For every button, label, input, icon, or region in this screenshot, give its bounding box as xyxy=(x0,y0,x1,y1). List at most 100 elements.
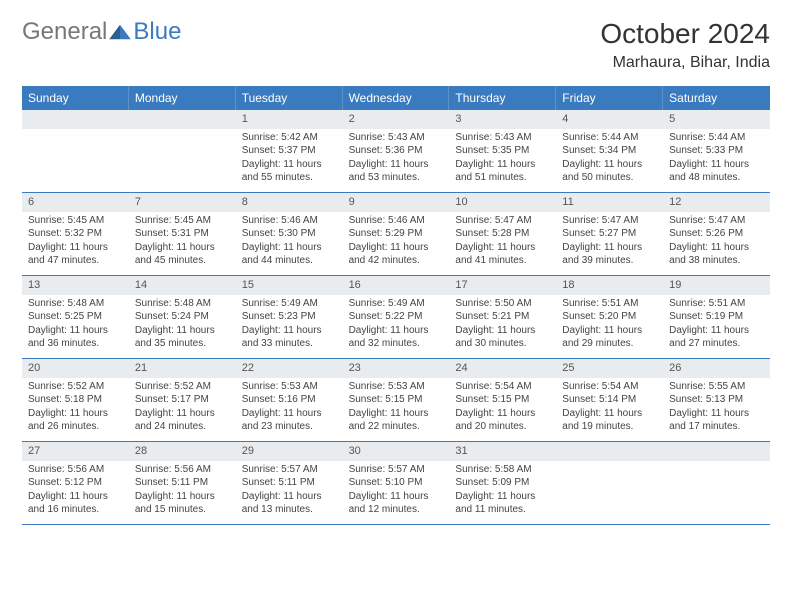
day-line: and 13 minutes. xyxy=(242,503,337,517)
day-body: Sunrise: 5:45 AMSunset: 5:31 PMDaylight:… xyxy=(129,212,236,272)
day-number: 10 xyxy=(449,193,556,212)
day-number: 16 xyxy=(343,276,450,295)
day-number: 28 xyxy=(129,442,236,461)
day-body: Sunrise: 5:57 AMSunset: 5:11 PMDaylight:… xyxy=(236,461,343,521)
day-line: Sunrise: 5:45 AM xyxy=(135,214,230,228)
day-body: Sunrise: 5:53 AMSunset: 5:15 PMDaylight:… xyxy=(343,378,450,438)
day-line: Sunrise: 5:52 AM xyxy=(135,380,230,394)
day-line: Sunrise: 5:42 AM xyxy=(242,131,337,145)
day-line: Sunrise: 5:47 AM xyxy=(669,214,764,228)
day-body: Sunrise: 5:46 AMSunset: 5:29 PMDaylight:… xyxy=(343,212,450,272)
day-number: 19 xyxy=(663,276,770,295)
calendar-day: 12Sunrise: 5:47 AMSunset: 5:26 PMDayligh… xyxy=(663,193,770,275)
logo-text-general: General xyxy=(22,18,107,46)
day-line: and 44 minutes. xyxy=(242,254,337,268)
day-line: Sunset: 5:19 PM xyxy=(669,310,764,324)
day-line: Daylight: 11 hours xyxy=(455,324,550,338)
calendar-day: 17Sunrise: 5:50 AMSunset: 5:21 PMDayligh… xyxy=(449,276,556,358)
day-line: Sunset: 5:14 PM xyxy=(562,393,657,407)
day-line: Sunrise: 5:57 AM xyxy=(242,463,337,477)
day-line: Daylight: 11 hours xyxy=(562,324,657,338)
day-line: Sunset: 5:09 PM xyxy=(455,476,550,490)
day-line: Sunset: 5:13 PM xyxy=(669,393,764,407)
calendar-body: 1Sunrise: 5:42 AMSunset: 5:37 PMDaylight… xyxy=(22,110,770,525)
day-line: Daylight: 11 hours xyxy=(562,241,657,255)
calendar-day: 26Sunrise: 5:55 AMSunset: 5:13 PMDayligh… xyxy=(663,359,770,441)
day-line: Sunset: 5:31 PM xyxy=(135,227,230,241)
calendar-week: 6Sunrise: 5:45 AMSunset: 5:32 PMDaylight… xyxy=(22,193,770,276)
weekday-header: Wednesday xyxy=(343,86,450,110)
day-line: Sunset: 5:29 PM xyxy=(349,227,444,241)
day-line: Sunrise: 5:52 AM xyxy=(28,380,123,394)
calendar-day: 20Sunrise: 5:52 AMSunset: 5:18 PMDayligh… xyxy=(22,359,129,441)
calendar-week: 13Sunrise: 5:48 AMSunset: 5:25 PMDayligh… xyxy=(22,276,770,359)
day-body: Sunrise: 5:47 AMSunset: 5:27 PMDaylight:… xyxy=(556,212,663,272)
day-line: Daylight: 11 hours xyxy=(135,490,230,504)
day-line: Sunrise: 5:46 AM xyxy=(349,214,444,228)
day-line: Daylight: 11 hours xyxy=(242,490,337,504)
day-number: 29 xyxy=(236,442,343,461)
day-number: 22 xyxy=(236,359,343,378)
day-line: and 48 minutes. xyxy=(669,171,764,185)
weekday-header: Friday xyxy=(556,86,663,110)
day-number: 20 xyxy=(22,359,129,378)
day-line: and 17 minutes. xyxy=(669,420,764,434)
weekday-header: Tuesday xyxy=(236,86,343,110)
calendar-day xyxy=(556,442,663,524)
day-number: 9 xyxy=(343,193,450,212)
day-body: Sunrise: 5:57 AMSunset: 5:10 PMDaylight:… xyxy=(343,461,450,521)
day-line: Sunset: 5:32 PM xyxy=(28,227,123,241)
day-line: Sunset: 5:30 PM xyxy=(242,227,337,241)
day-number: 8 xyxy=(236,193,343,212)
calendar-day: 4Sunrise: 5:44 AMSunset: 5:34 PMDaylight… xyxy=(556,110,663,192)
day-line: Sunrise: 5:56 AM xyxy=(28,463,123,477)
day-line: Sunset: 5:11 PM xyxy=(242,476,337,490)
calendar-day: 1Sunrise: 5:42 AMSunset: 5:37 PMDaylight… xyxy=(236,110,343,192)
day-body: Sunrise: 5:51 AMSunset: 5:20 PMDaylight:… xyxy=(556,295,663,355)
day-body: Sunrise: 5:45 AMSunset: 5:32 PMDaylight:… xyxy=(22,212,129,272)
day-body: Sunrise: 5:55 AMSunset: 5:13 PMDaylight:… xyxy=(663,378,770,438)
day-body xyxy=(22,129,129,135)
day-body: Sunrise: 5:48 AMSunset: 5:25 PMDaylight:… xyxy=(22,295,129,355)
day-line: Daylight: 11 hours xyxy=(28,324,123,338)
calendar-day: 19Sunrise: 5:51 AMSunset: 5:19 PMDayligh… xyxy=(663,276,770,358)
day-body: Sunrise: 5:49 AMSunset: 5:22 PMDaylight:… xyxy=(343,295,450,355)
calendar-day: 13Sunrise: 5:48 AMSunset: 5:25 PMDayligh… xyxy=(22,276,129,358)
day-line: Daylight: 11 hours xyxy=(242,158,337,172)
day-line: Sunset: 5:27 PM xyxy=(562,227,657,241)
day-line: Sunset: 5:16 PM xyxy=(242,393,337,407)
day-body: Sunrise: 5:58 AMSunset: 5:09 PMDaylight:… xyxy=(449,461,556,521)
calendar-day xyxy=(22,110,129,192)
day-line: Sunset: 5:17 PM xyxy=(135,393,230,407)
day-line: Sunset: 5:28 PM xyxy=(455,227,550,241)
day-line: Sunset: 5:18 PM xyxy=(28,393,123,407)
day-line: Sunset: 5:25 PM xyxy=(28,310,123,324)
day-body: Sunrise: 5:52 AMSunset: 5:17 PMDaylight:… xyxy=(129,378,236,438)
day-number xyxy=(663,442,770,461)
day-body xyxy=(663,461,770,467)
day-line: and 33 minutes. xyxy=(242,337,337,351)
day-body: Sunrise: 5:42 AMSunset: 5:37 PMDaylight:… xyxy=(236,129,343,189)
day-line: Sunrise: 5:43 AM xyxy=(349,131,444,145)
day-line: Sunset: 5:23 PM xyxy=(242,310,337,324)
day-body: Sunrise: 5:53 AMSunset: 5:16 PMDaylight:… xyxy=(236,378,343,438)
calendar-day: 2Sunrise: 5:43 AMSunset: 5:36 PMDaylight… xyxy=(343,110,450,192)
day-number xyxy=(22,110,129,129)
day-line: Sunset: 5:26 PM xyxy=(669,227,764,241)
day-line: and 30 minutes. xyxy=(455,337,550,351)
calendar-day: 9Sunrise: 5:46 AMSunset: 5:29 PMDaylight… xyxy=(343,193,450,275)
day-number: 18 xyxy=(556,276,663,295)
logo: General Blue xyxy=(22,18,181,46)
day-line: Sunrise: 5:54 AM xyxy=(562,380,657,394)
logo-text-blue: Blue xyxy=(133,18,181,46)
day-line: Sunset: 5:24 PM xyxy=(135,310,230,324)
day-line: and 41 minutes. xyxy=(455,254,550,268)
day-line: Daylight: 11 hours xyxy=(562,158,657,172)
day-body: Sunrise: 5:43 AMSunset: 5:35 PMDaylight:… xyxy=(449,129,556,189)
day-number: 7 xyxy=(129,193,236,212)
day-line: and 35 minutes. xyxy=(135,337,230,351)
day-number: 1 xyxy=(236,110,343,129)
day-body: Sunrise: 5:47 AMSunset: 5:28 PMDaylight:… xyxy=(449,212,556,272)
calendar-day: 16Sunrise: 5:49 AMSunset: 5:22 PMDayligh… xyxy=(343,276,450,358)
title-block: October 2024 Marhaura, Bihar, India xyxy=(600,18,770,72)
